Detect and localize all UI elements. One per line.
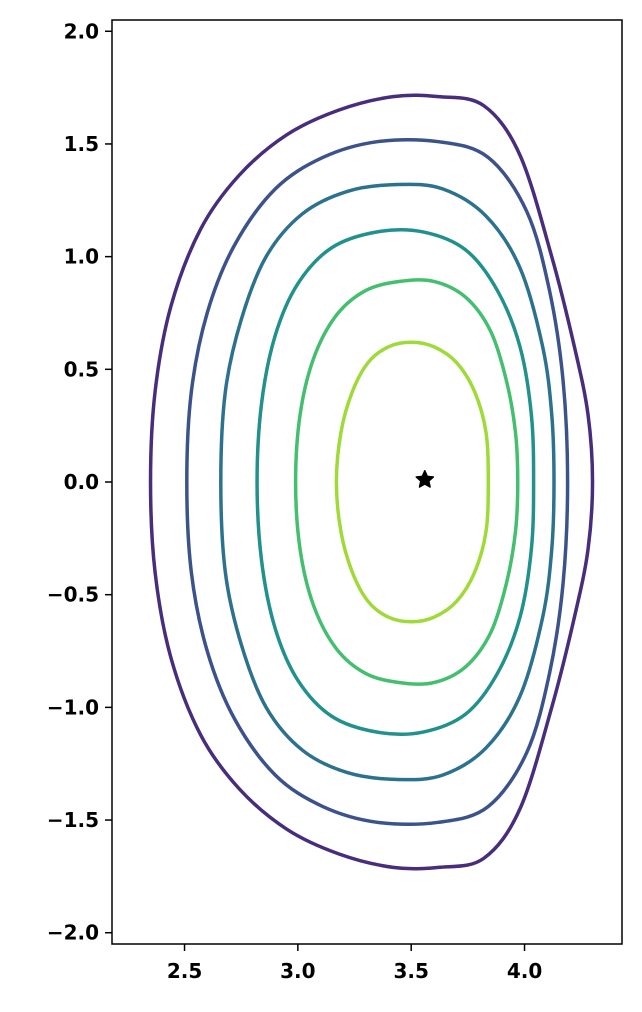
x-tick-label: 4.0 (507, 959, 542, 983)
contour-line-6 (334, 340, 491, 624)
x-tick-label: 2.5 (167, 959, 202, 983)
y-tick-label: 0.0 (64, 470, 99, 494)
y-tick-label: 1.5 (64, 132, 99, 156)
contour-line-3 (219, 182, 556, 782)
x-axis-ticks: 2.5 3.0 3.5 4.0 (167, 944, 542, 983)
y-tick-label: −2.0 (47, 921, 99, 945)
contour-line-4 (255, 227, 536, 737)
y-tick-label: −1.0 (47, 695, 99, 719)
x-tick-label: 3.0 (280, 959, 315, 983)
y-tick-label: −0.5 (47, 583, 99, 607)
y-tick-label: 0.5 (64, 357, 99, 381)
y-axis-ticks: 2.0 1.5 1.0 0.5 0.0 −0.5 −1.0 −1.5 −2.0 (47, 19, 112, 945)
contour-line-1 (148, 93, 595, 871)
x-tick-label: 3.5 (393, 959, 428, 983)
contour-line-2 (185, 137, 570, 827)
contour-line-5 (293, 278, 520, 686)
star-marker (415, 470, 435, 488)
y-tick-label: 1.0 (64, 245, 99, 269)
y-tick-label: −1.5 (47, 808, 99, 832)
magnetic-axis-marker (415, 470, 435, 488)
y-tick-label: 2.0 (64, 19, 99, 43)
contour-lines (148, 93, 595, 871)
